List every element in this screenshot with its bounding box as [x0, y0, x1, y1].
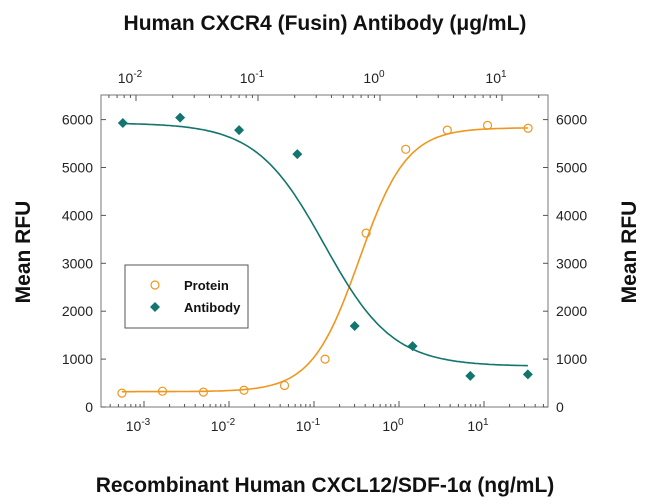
y-axis-label-right: Mean RFU [618, 201, 641, 304]
x-top-tick-label: 101 [485, 69, 507, 86]
x-bottom-tick-label: 10-3 [126, 417, 151, 434]
y-tick-label-right: 0 [556, 399, 564, 415]
y-tick-label-left: 2000 [62, 303, 93, 319]
legend-box [124, 264, 249, 329]
protein-data-point [117, 388, 127, 398]
y-tick-label-left: 6000 [62, 112, 93, 128]
legend-protein-label: Protein [184, 278, 229, 293]
y-tick-label-right: 4000 [556, 207, 587, 223]
legend-antibody-label: Antibody [184, 300, 241, 315]
legend: Protein Antibody [124, 264, 249, 329]
y-tick-label-left: 1000 [62, 351, 93, 367]
y-axis-label-left: Mean RFU [12, 201, 35, 304]
x-axis-label: Recombinant Human CXCL12/SDF-1α (ng/mL) [96, 474, 555, 497]
x-bottom-tick-label: 100 [382, 417, 404, 434]
protein-data-point [482, 120, 493, 130]
y-tick-label-left: 4000 [62, 207, 93, 223]
y-tick-label-left: 5000 [62, 160, 93, 176]
protein-data-point [442, 125, 452, 135]
y-tick-label-left: 0 [85, 399, 93, 415]
antibody-data-point [292, 149, 303, 160]
antibody-data-point [175, 112, 186, 123]
x-bottom-tick-label: 10-1 [296, 417, 321, 434]
x-top-tick-label: 100 [363, 69, 385, 86]
x-bottom-tick-label: 10-2 [211, 417, 236, 434]
plot-frame [100, 94, 549, 408]
x-top-tick-label: 10-2 [118, 69, 143, 86]
protein-data-point [239, 385, 249, 395]
antibody-data-point [522, 369, 533, 380]
protein-data-point [320, 354, 330, 364]
chart-title: Human CXCR4 (Fusin) Antibody (μg/mL) [124, 12, 527, 35]
protein-data-point [157, 386, 168, 396]
protein-data-point [523, 123, 533, 133]
y-tick-label-right: 3000 [556, 255, 587, 271]
y-tick-label-right: 2000 [556, 303, 587, 319]
antibody-fit-curve [122, 122, 528, 367]
y-tick-label-right: 5000 [556, 160, 587, 176]
legend-protein-marker [150, 280, 160, 290]
x-bottom-tick-label: 101 [467, 417, 489, 434]
antibody-data-point [349, 321, 360, 332]
protein-data-point [279, 380, 290, 391]
y-tick-label-left: 3000 [62, 255, 93, 271]
antibody-data-point [407, 341, 418, 352]
antibody-data-point [234, 125, 245, 136]
antibody-data-point [465, 370, 476, 381]
y-tick-label-right: 6000 [556, 112, 587, 128]
x-top-tick-label: 10-1 [240, 69, 265, 86]
protein-data-point [361, 228, 371, 238]
protein-data-point [198, 387, 209, 397]
protein-fit-curve [121, 127, 529, 393]
legend-antibody-marker [150, 302, 160, 312]
protein-data-point [401, 144, 411, 154]
y-tick-label-right: 1000 [556, 351, 587, 367]
antibody-data-point [117, 117, 128, 128]
